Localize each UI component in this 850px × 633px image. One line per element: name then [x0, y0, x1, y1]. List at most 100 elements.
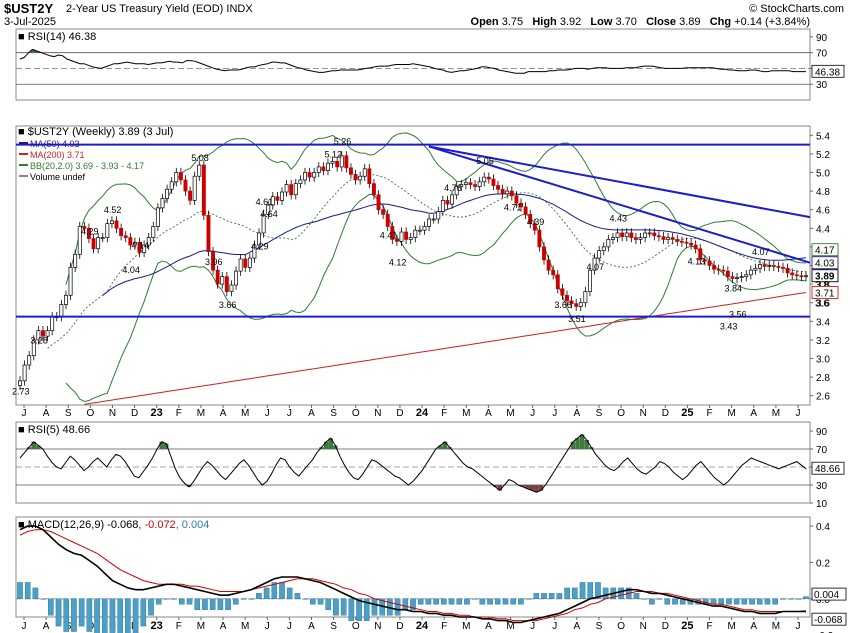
candle-body	[381, 209, 386, 215]
macd-histogram-bar	[217, 598, 224, 610]
candle-body	[344, 155, 349, 169]
macd-histogram-bar	[795, 598, 802, 600]
candle-body	[123, 235, 128, 238]
candle-body	[592, 257, 597, 271]
macd-histogram-bar	[741, 598, 748, 605]
y-tick-label: 70	[816, 49, 828, 60]
y-tick-label: 90	[816, 33, 828, 44]
macd-histogram-bar	[394, 598, 401, 616]
y-tick-label: 3.2	[816, 336, 830, 347]
candle-body	[753, 267, 758, 271]
price-annotation: 4.71	[504, 202, 522, 212]
macd-histogram-bar	[171, 598, 177, 600]
candle-body	[229, 284, 234, 292]
candle-body	[82, 226, 87, 229]
x-tick-label: M	[772, 621, 780, 632]
x-tick-label: F	[706, 408, 712, 419]
macd-histogram-bar	[479, 598, 486, 605]
candle-body	[679, 240, 684, 243]
macd-histogram-bar	[225, 598, 231, 610]
candle-body	[532, 223, 537, 231]
macd-histogram-bar	[402, 598, 409, 610]
macd-histogram-bar	[71, 598, 77, 632]
macd-histogram-bar	[579, 582, 586, 600]
candle-body	[496, 185, 500, 190]
macd-histogram-bar	[510, 598, 516, 605]
close-label: Close	[646, 16, 677, 28]
candle-body	[638, 237, 643, 240]
brand-credit: © StockCharts.com	[749, 3, 844, 15]
candle-body	[330, 160, 335, 164]
macd-histogram-bar	[310, 598, 316, 605]
x-tick-label: A	[750, 621, 757, 632]
candle-body	[27, 355, 32, 366]
candle-body	[385, 214, 390, 227]
x-tick-label: J	[287, 621, 292, 632]
candle-body	[77, 226, 82, 255]
candle-body	[500, 188, 505, 195]
rsi14-panel	[15, 28, 811, 101]
rsi5-title: ■ RSI(5) 48.66	[18, 424, 90, 436]
x-tick-label: J	[796, 408, 801, 419]
x-tick-label: S	[596, 621, 603, 632]
candle-body	[551, 269, 556, 276]
candle-body	[206, 214, 211, 252]
price-annotation: 2.73	[12, 387, 30, 397]
high-label: High	[532, 16, 557, 28]
candle-body	[335, 160, 340, 168]
macd-tag-label: 0.004	[814, 590, 839, 601]
candle-body	[128, 237, 133, 246]
candle-body	[546, 259, 551, 271]
x-tick-label: J	[287, 408, 292, 419]
x-tick-label: M	[727, 621, 735, 632]
macd-histogram-bar	[425, 598, 432, 605]
y-tick-label: 4.8	[816, 187, 830, 198]
x-tick-label: N	[640, 621, 647, 632]
candle-body	[146, 237, 151, 246]
y-tick-label: 10	[816, 499, 828, 510]
candle-body	[725, 270, 730, 278]
x-tick-label: F	[706, 621, 712, 632]
x-tick-label: O	[617, 408, 625, 419]
x-tick-label: M	[506, 408, 514, 419]
y-tick-label: 3.8	[816, 280, 830, 291]
x-tick-label: N	[109, 408, 116, 419]
price-annotation: 4.07	[752, 247, 770, 257]
macd-histogram-bar	[441, 598, 447, 605]
macd-histogram-bar	[271, 582, 278, 600]
macd-signal-line	[19, 529, 807, 622]
x-tick-label: D	[662, 621, 669, 632]
x-tick-label: O	[352, 408, 360, 419]
last-value-tag	[811, 461, 845, 475]
open-label: Open	[470, 16, 499, 28]
candle-body	[670, 237, 675, 240]
x-tick-label: O	[617, 621, 625, 632]
x-tick-label: A	[574, 621, 581, 632]
candle-body	[615, 232, 620, 238]
price-tag-label: 4.03	[815, 259, 835, 270]
candle-body	[31, 339, 36, 357]
price-annotation: 4.07	[587, 262, 605, 272]
candle-body	[105, 223, 110, 238]
candle-body	[698, 248, 703, 261]
last-value-label: 48.66	[815, 464, 840, 475]
candle-body	[36, 330, 41, 341]
candle-body	[376, 194, 381, 211]
y-tick-label: 5.0	[816, 169, 830, 180]
legend-label: BB(20,2.0) 3.69 - 3.93 - 4.17	[30, 161, 144, 171]
candle-body	[804, 275, 808, 278]
candle-body	[293, 183, 298, 196]
y-tick-label: -0.2	[816, 631, 834, 633]
macd-histogram-bar	[756, 598, 763, 605]
candle-body	[234, 270, 238, 286]
chart-symbol: $UST2Y	[4, 1, 53, 16]
x-tick-label: M	[241, 408, 249, 419]
candle-body	[588, 269, 592, 292]
x-tick-label: J	[265, 408, 270, 419]
macd-histogram-bar	[286, 587, 293, 600]
macd-histogram-bar	[94, 598, 100, 633]
candle-body	[96, 237, 101, 250]
candle-body	[565, 294, 569, 302]
candle-body	[445, 200, 450, 205]
price-tag-label: 3.8	[815, 280, 829, 291]
